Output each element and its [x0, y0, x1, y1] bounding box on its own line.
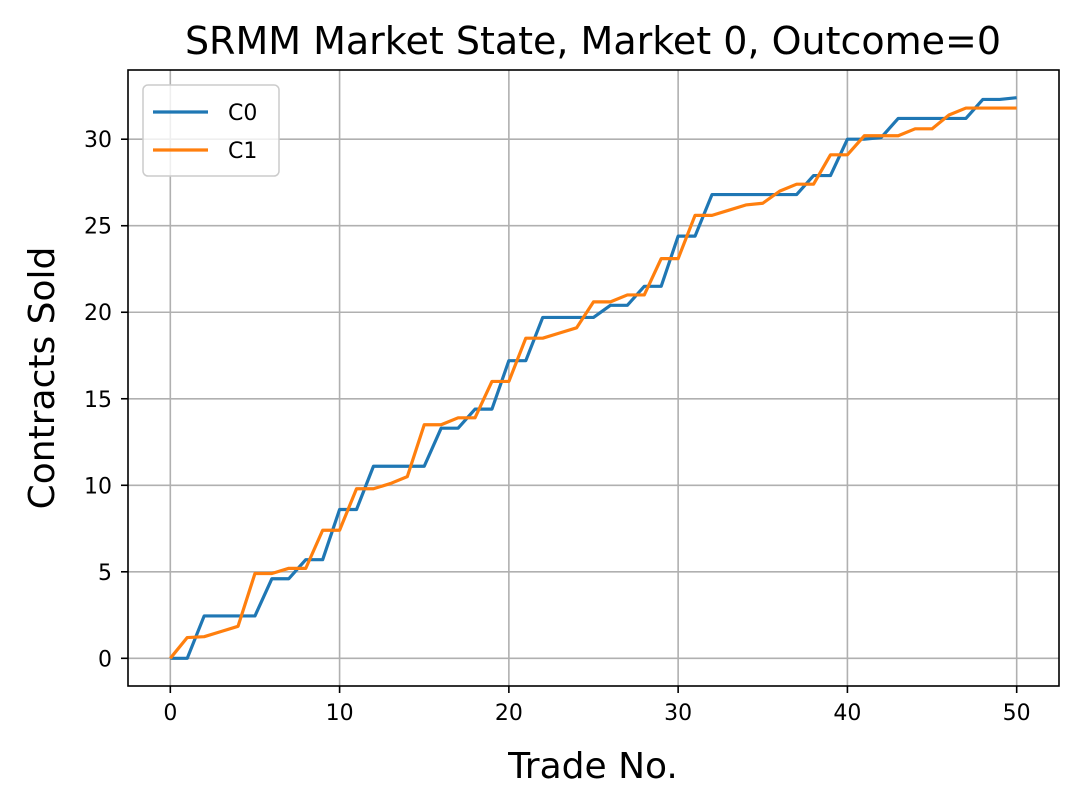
y-tick-label: 20 [84, 301, 112, 326]
y-axis-label: Contracts Sold [22, 247, 63, 510]
x-tick-label: 40 [833, 701, 861, 726]
legend-box [142, 84, 280, 177]
legend: C0 C1 [142, 84, 280, 177]
legend-label-c1: C1 [228, 139, 257, 164]
y-tick-label: 30 [84, 128, 112, 153]
y-tick-label: 5 [98, 561, 112, 586]
legend-label-c0: C0 [228, 101, 257, 126]
x-axis-label: Trade No. [507, 746, 678, 787]
x-tick-label: 10 [326, 701, 354, 726]
y-tick-label: 25 [84, 215, 112, 240]
series-line-c0 [170, 96, 1017, 660]
grid-lines [128, 70, 1059, 686]
x-tick-label: 20 [495, 701, 523, 726]
plot-area-frame [127, 69, 1060, 687]
series-lines [169, 96, 1017, 660]
series-line-c1 [169, 106, 1017, 660]
x-tick-label: 0 [163, 701, 177, 726]
y-tick-label: 0 [98, 647, 112, 672]
y-tick-label: 15 [84, 388, 112, 413]
x-axis-ticks: 0 10 20 30 40 50 [163, 686, 1031, 726]
y-tick-label: 10 [84, 474, 112, 499]
x-tick-label: 50 [1003, 701, 1031, 726]
x-tick-label: 30 [664, 701, 692, 726]
chart-title: SRMM Market State, Market 0, Outcome=0 [185, 19, 1001, 63]
y-axis-ticks: 0 5 10 15 20 25 30 [84, 128, 128, 672]
